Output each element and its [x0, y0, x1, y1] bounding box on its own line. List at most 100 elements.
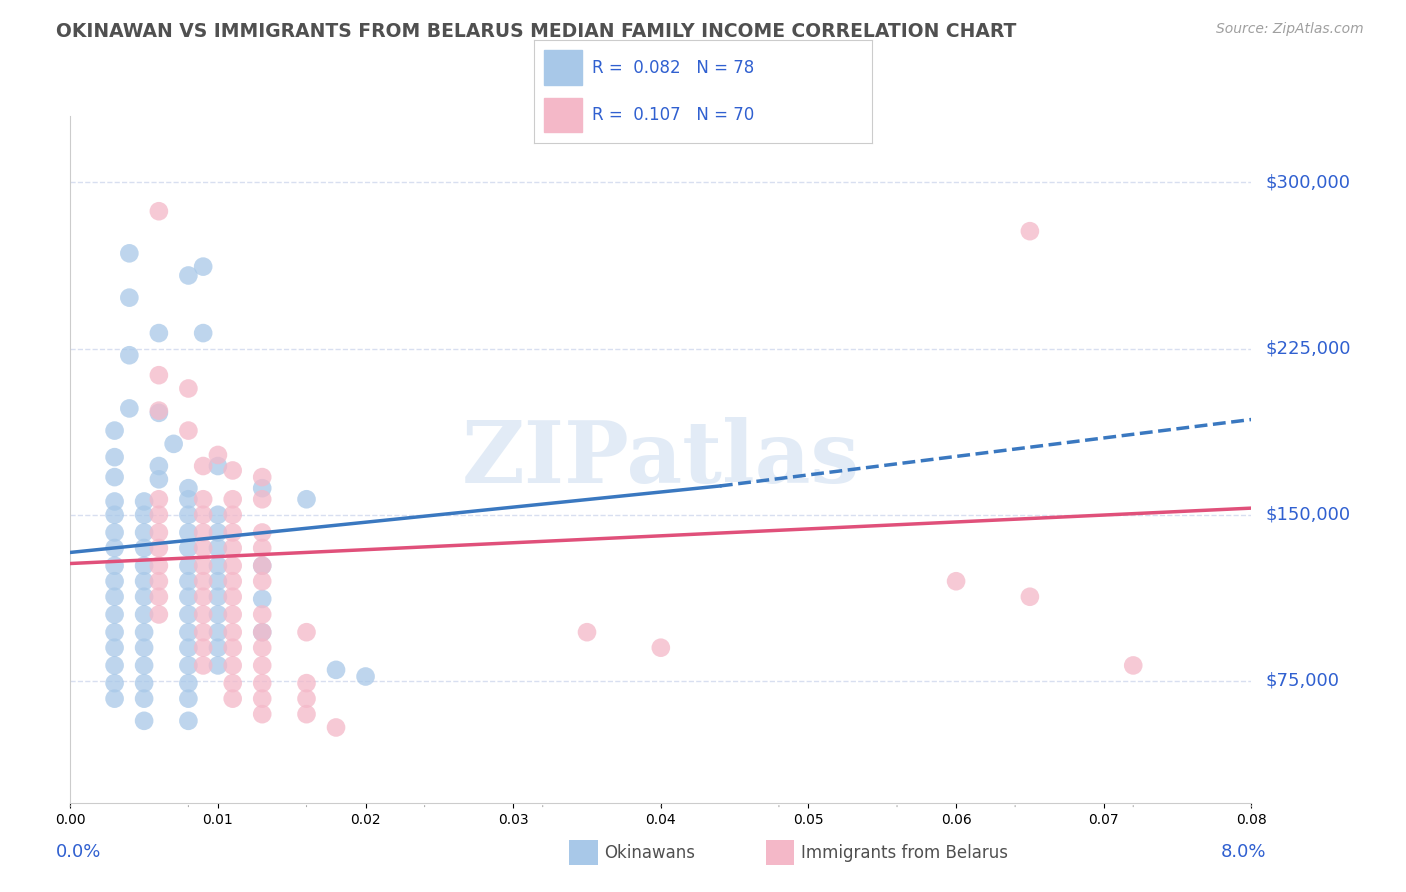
- Point: [104, 625, 127, 640]
- Point: [104, 541, 127, 555]
- Point: [177, 625, 200, 640]
- Point: [177, 714, 200, 728]
- Point: [132, 508, 156, 522]
- Point: [250, 707, 273, 722]
- Point: [104, 574, 127, 589]
- Point: [104, 590, 127, 604]
- Point: [132, 525, 156, 540]
- Point: [104, 424, 127, 438]
- Point: [104, 558, 127, 573]
- Point: [191, 607, 214, 622]
- Point: [191, 640, 214, 655]
- Point: [250, 625, 273, 640]
- Text: $75,000: $75,000: [1265, 672, 1340, 690]
- Point: [207, 574, 229, 589]
- Point: [177, 424, 200, 438]
- Point: [354, 669, 377, 683]
- Point: [222, 691, 245, 706]
- Point: [250, 658, 273, 673]
- Point: [191, 508, 214, 522]
- Point: [132, 574, 156, 589]
- Point: [132, 691, 156, 706]
- Point: [576, 625, 599, 640]
- Point: [207, 590, 229, 604]
- Point: [177, 492, 200, 507]
- Point: [222, 558, 245, 573]
- Point: [104, 508, 127, 522]
- Text: $225,000: $225,000: [1265, 340, 1351, 358]
- Point: [325, 663, 347, 677]
- Point: [222, 541, 245, 555]
- Point: [132, 607, 156, 622]
- Point: [177, 508, 200, 522]
- Point: [148, 204, 170, 219]
- Point: [104, 676, 127, 690]
- Point: [104, 691, 127, 706]
- Point: [118, 348, 141, 362]
- Point: [177, 574, 200, 589]
- Point: [250, 640, 273, 655]
- Point: [148, 525, 170, 540]
- Text: R =  0.082   N = 78: R = 0.082 N = 78: [592, 59, 754, 77]
- Point: [250, 676, 273, 690]
- Point: [222, 525, 245, 540]
- Point: [148, 541, 170, 555]
- Point: [148, 406, 170, 420]
- Point: [295, 625, 318, 640]
- Point: [132, 590, 156, 604]
- Point: [177, 525, 200, 540]
- Point: [295, 691, 318, 706]
- Point: [207, 558, 229, 573]
- Point: [132, 640, 156, 655]
- Point: [104, 470, 127, 484]
- Point: [148, 574, 170, 589]
- Point: [222, 640, 245, 655]
- Point: [222, 625, 245, 640]
- Point: [132, 658, 156, 673]
- Point: [250, 492, 273, 507]
- Point: [132, 676, 156, 690]
- Point: [250, 470, 273, 484]
- Point: [163, 437, 186, 451]
- Point: [132, 714, 156, 728]
- Text: R =  0.107   N = 70: R = 0.107 N = 70: [592, 106, 754, 124]
- Text: 0.0%: 0.0%: [56, 843, 101, 861]
- Point: [191, 574, 214, 589]
- Point: [250, 481, 273, 495]
- Point: [191, 326, 214, 340]
- Point: [177, 481, 200, 495]
- Text: OKINAWAN VS IMMIGRANTS FROM BELARUS MEDIAN FAMILY INCOME CORRELATION CHART: OKINAWAN VS IMMIGRANTS FROM BELARUS MEDI…: [56, 22, 1017, 41]
- Point: [177, 382, 200, 396]
- Point: [104, 525, 127, 540]
- Point: [148, 558, 170, 573]
- Point: [945, 574, 967, 589]
- Point: [191, 558, 214, 573]
- Point: [222, 590, 245, 604]
- Point: [177, 268, 200, 283]
- Point: [148, 590, 170, 604]
- Point: [177, 607, 200, 622]
- Point: [104, 494, 127, 508]
- Point: [177, 676, 200, 690]
- Point: [104, 640, 127, 655]
- Point: [222, 607, 245, 622]
- Point: [191, 492, 214, 507]
- Point: [250, 558, 273, 573]
- Point: [148, 607, 170, 622]
- Point: [1018, 590, 1040, 604]
- Point: [191, 541, 214, 555]
- Point: [132, 625, 156, 640]
- Point: [191, 658, 214, 673]
- Point: [118, 246, 141, 260]
- Point: [207, 525, 229, 540]
- Text: $300,000: $300,000: [1265, 173, 1350, 192]
- Point: [222, 463, 245, 477]
- Point: [104, 450, 127, 465]
- Bar: [544, 50, 582, 86]
- Point: [222, 574, 245, 589]
- Point: [222, 492, 245, 507]
- Point: [250, 591, 273, 606]
- Point: [207, 458, 229, 473]
- Point: [250, 541, 273, 555]
- Point: [207, 658, 229, 673]
